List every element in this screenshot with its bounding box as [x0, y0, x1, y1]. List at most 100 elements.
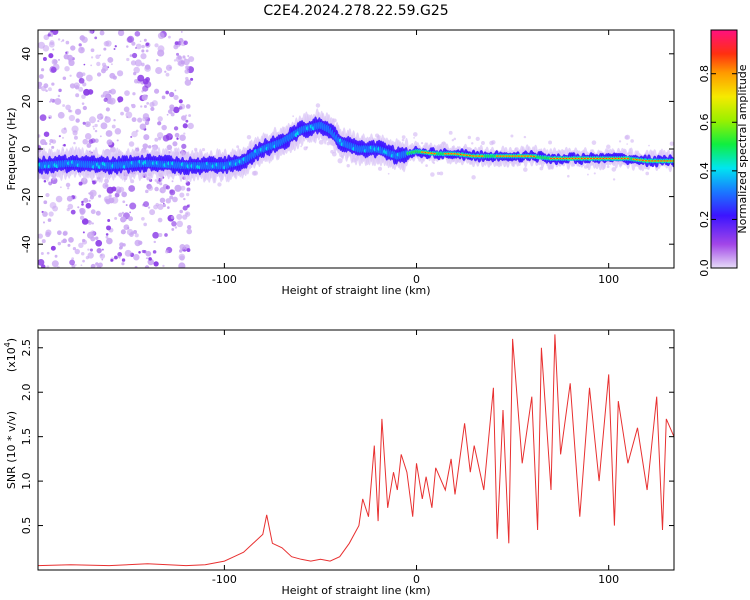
spectral-max — [654, 160, 657, 162]
noise-dot — [47, 87, 52, 92]
noise-dot — [149, 101, 155, 108]
noise-dot — [84, 121, 91, 128]
noise-dot — [55, 195, 63, 203]
noise-dot — [129, 232, 134, 237]
noise-dot — [81, 102, 85, 105]
noise-dot — [158, 233, 163, 238]
noise-dot — [147, 258, 154, 266]
noise-dot — [186, 228, 193, 235]
noise-dot — [144, 120, 150, 126]
snr-x-tick-label: 100 — [598, 573, 619, 586]
snr-y-tick-label: 2.5 — [20, 339, 33, 357]
noise-dot — [90, 263, 96, 268]
noise-dot — [481, 141, 485, 145]
noise-dot — [38, 259, 45, 266]
noise-dot — [169, 66, 172, 69]
noise-dot — [157, 203, 164, 210]
noise-dot — [144, 265, 150, 268]
noise-dot — [169, 189, 176, 196]
spectrogram-y-tick-label: 20 — [20, 94, 33, 108]
figure-title: C2E4.2024.278.22.59.G25 — [263, 3, 448, 19]
spectral-max — [611, 157, 614, 160]
spectral-max — [478, 155, 481, 157]
spectral-max — [462, 154, 465, 156]
noise-dot — [100, 116, 103, 120]
noise-dot — [96, 248, 102, 254]
noise-dot — [65, 40, 70, 45]
noise-dot — [74, 108, 82, 115]
noise-dot — [63, 127, 67, 130]
snr-y-tick-label: 1.0 — [20, 472, 33, 490]
snr-y-ticks: 0.5 1.0 1.5 2.0 2.5 — [20, 339, 674, 534]
spectral-max — [553, 157, 556, 160]
noise-dot — [448, 130, 453, 135]
spectral-max — [586, 157, 590, 160]
noise-dot — [90, 209, 96, 215]
spectral-max — [520, 155, 523, 157]
noise-dot — [174, 132, 180, 138]
noise-dot — [94, 123, 98, 128]
noise-dot — [648, 144, 650, 147]
noise-dot — [49, 100, 52, 103]
noise-dot — [45, 231, 51, 238]
noise-dot — [50, 245, 56, 251]
noise-dot — [186, 187, 191, 192]
noise-dot — [305, 146, 309, 149]
noise-dot — [78, 242, 84, 248]
noise-dot — [181, 115, 187, 121]
noise-dot — [109, 72, 116, 79]
spectral-max — [599, 157, 602, 160]
noise-dot — [63, 143, 66, 147]
noise-dot — [145, 42, 150, 46]
noise-dot — [618, 140, 622, 143]
noise-dot — [90, 236, 96, 242]
noise-dot — [105, 107, 110, 112]
noise-dot — [100, 122, 108, 130]
noise-dot — [377, 166, 383, 171]
noise-dot — [587, 173, 589, 176]
noise-dot — [236, 145, 240, 149]
noise-dot — [78, 77, 85, 84]
noise-dot — [80, 264, 83, 267]
noise-dot — [183, 58, 190, 66]
noise-dot — [116, 70, 124, 77]
noise-dot — [67, 203, 74, 210]
noise-dot — [134, 233, 139, 238]
noise-dot — [176, 220, 184, 228]
spectral-max — [641, 159, 644, 161]
noise-dot — [104, 178, 109, 184]
noise-dot — [97, 120, 100, 123]
noise-dot — [134, 59, 142, 67]
noise-dot — [84, 133, 92, 140]
noise-dot — [90, 230, 96, 236]
spectral-max — [453, 153, 456, 155]
noise-dot — [168, 35, 171, 39]
spectral-max — [424, 151, 427, 153]
noise-dot — [154, 179, 158, 182]
spectral-max — [617, 157, 620, 160]
noise-dot — [111, 186, 117, 192]
spectral-max — [444, 153, 447, 155]
spectrogram-y-tick-label: 0 — [20, 146, 33, 153]
spectral-max — [433, 153, 436, 155]
noise-dot — [126, 57, 130, 62]
noise-dot — [178, 249, 183, 253]
noise-dot — [140, 62, 145, 67]
noise-dot — [82, 259, 85, 263]
noise-dot — [401, 138, 405, 142]
noise-dot — [59, 186, 62, 189]
spectral-max — [505, 155, 508, 157]
noise-dot — [346, 164, 350, 168]
noise-dot — [181, 143, 187, 149]
noise-dot — [122, 243, 126, 247]
noise-dot — [187, 55, 190, 57]
noise-dot — [46, 251, 50, 255]
noise-dot — [157, 217, 163, 223]
noise-dot — [82, 105, 87, 111]
noise-dot — [171, 221, 177, 227]
noise-dot — [375, 133, 380, 138]
noise-dot — [85, 202, 92, 209]
noise-dot — [69, 74, 72, 77]
noise-dot — [174, 41, 179, 45]
noise-dot — [165, 72, 170, 77]
